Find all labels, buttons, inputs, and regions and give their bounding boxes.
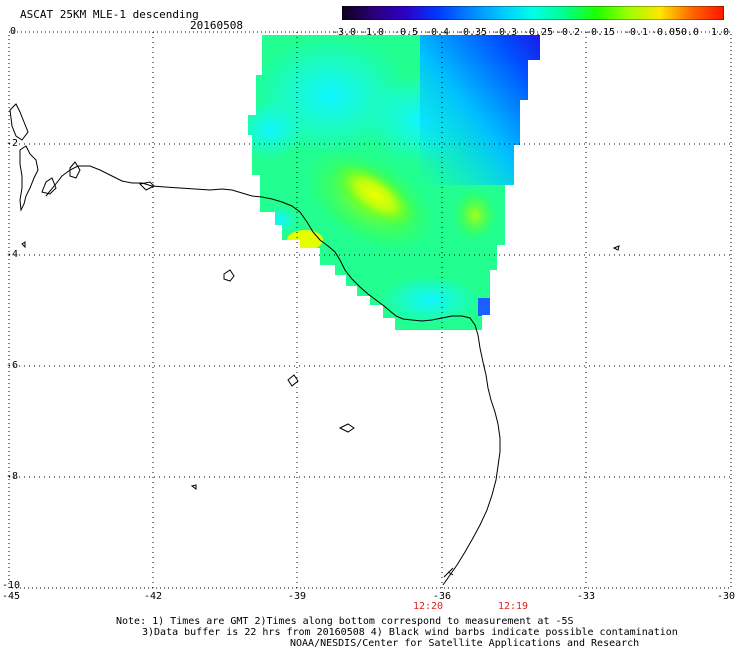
pass-time: 12:20 [412,601,444,612]
colorbar-label: 1.0 [710,27,730,38]
product-date: 20160508 [190,19,243,32]
footnote-line-2: 3)Data buffer is 22 hrs from 20160508 4)… [142,627,678,638]
pass-time: 12:19 [497,601,529,612]
lat-label: -6 [6,360,19,371]
footnote-line-3: NOAA/NESDIS/Center for Satellite Applica… [290,638,640,649]
lon-label: -36 [432,591,452,602]
lat-label: -4 [6,249,19,260]
lon-label: -30 [716,591,736,602]
lon-label: -45 [1,591,21,602]
lat-label: 0 [10,26,17,37]
coastline [9,103,501,586]
lat-label: -8 [6,471,19,482]
colorbar-label: -3.0 [331,27,357,38]
lat-label: -10 [2,580,21,591]
data-swath [248,35,540,330]
colorbar-label: -0.2 [555,27,581,38]
map-grid [9,32,731,588]
colorbar-label: -0.1 [623,27,649,38]
lat-label: -2 [6,138,19,149]
colorbar [342,6,724,20]
map-frame [8,31,732,589]
product-title: ASCAT 25KM MLE-1 descending [20,8,199,21]
lon-label: -42 [143,591,163,602]
colorbar-label: -0.15 [584,27,616,38]
colorbar-label: -0.35 [456,27,488,38]
footnote-line-1: Note: 1) Times are GMT 2)Times along bot… [116,616,574,627]
lon-label: -33 [576,591,596,602]
colorbar-label: -1.0 [359,27,385,38]
lon-label: -39 [287,591,307,602]
islands [21,241,620,490]
wind-barbs [443,567,454,578]
